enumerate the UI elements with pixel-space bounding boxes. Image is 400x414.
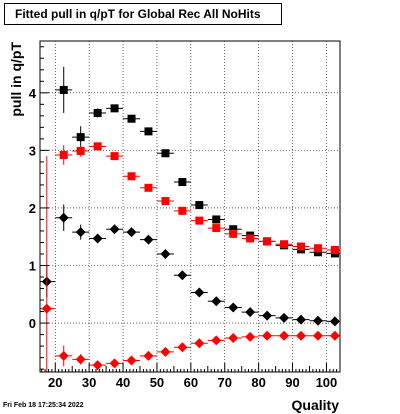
data-point [92, 360, 103, 371]
data-point [177, 342, 188, 353]
data-point [296, 330, 307, 341]
data-point [228, 333, 239, 344]
data-point [109, 358, 120, 369]
data-point [211, 335, 222, 346]
data-point [245, 331, 256, 342]
y-tick-label: 1 [29, 259, 36, 274]
data-point [160, 346, 171, 357]
data-point [126, 227, 137, 238]
data-point [312, 315, 323, 326]
data-point [262, 330, 273, 341]
series-1 [55, 142, 340, 254]
data-point [76, 146, 85, 155]
y-tick-label: 2 [29, 201, 36, 216]
data-point [126, 355, 137, 366]
x-tick-label: 70 [218, 375, 232, 390]
data-point [228, 302, 239, 313]
data-point [110, 152, 119, 161]
x-tick-label: 60 [184, 375, 198, 390]
data-point [229, 229, 238, 238]
data-point [161, 197, 170, 206]
x-tick-label: 50 [150, 375, 164, 390]
data-point [212, 224, 221, 233]
data-point [93, 108, 102, 117]
data-point [143, 234, 154, 245]
data-point [246, 234, 255, 243]
data-point [127, 172, 136, 181]
data-point [160, 248, 171, 259]
y-axis-title: pull in q/pT [8, 42, 24, 117]
data-point [110, 104, 119, 113]
data-point [75, 354, 86, 365]
data-point [59, 150, 68, 159]
x-tick-label: 40 [116, 375, 130, 390]
data-point [58, 350, 69, 361]
data-point [195, 201, 204, 210]
data-point [329, 316, 340, 327]
data-point [280, 240, 289, 249]
series-0 [55, 66, 340, 258]
x-tick-label: 90 [285, 375, 299, 390]
data-point [143, 350, 154, 361]
chart-title: Fitted pull in q/pT for Global Rec All N… [4, 3, 282, 25]
data-point [178, 206, 187, 215]
data-point [212, 215, 221, 224]
data-point [263, 237, 272, 246]
data-point [75, 227, 86, 238]
data-point [59, 85, 68, 94]
x-tick-label: 80 [251, 375, 265, 390]
plot-frame [39, 40, 341, 373]
x-tick-label: 100 [316, 375, 338, 390]
data-point [92, 233, 103, 244]
data-point [76, 133, 85, 142]
axes: 20 30 40 50 60 70 80 90 100 0 1 2 3 4 [29, 46, 341, 390]
data-point [211, 296, 222, 307]
y-tick-label: 3 [29, 143, 36, 158]
data-point [194, 287, 205, 298]
x-tick-label: 30 [82, 375, 96, 390]
y-tick-label: 4 [29, 86, 37, 101]
data-point [194, 338, 205, 349]
data-point [144, 127, 153, 136]
data-point [296, 314, 307, 325]
x-axis-title: Quality [292, 397, 340, 413]
data-point [195, 216, 204, 225]
grid-lines [40, 41, 340, 372]
data-point [144, 183, 153, 192]
data-point [161, 149, 170, 158]
data-point [262, 310, 273, 321]
data-point [109, 224, 120, 235]
data-point [178, 178, 187, 187]
data-series [40, 66, 340, 372]
x-tick-label: 20 [48, 375, 62, 390]
timestamp: Fri Feb 18 17:25:34 2022 [3, 402, 84, 409]
data-point [58, 212, 69, 223]
series-3 [40, 156, 340, 372]
data-point [313, 248, 322, 257]
data-point [279, 330, 290, 341]
data-point [279, 312, 290, 323]
data-point [177, 270, 188, 281]
data-point [312, 330, 323, 341]
data-point [93, 142, 102, 151]
series-2 [40, 204, 340, 327]
data-point [313, 244, 322, 253]
data-point [127, 114, 136, 123]
data-point [330, 245, 339, 254]
y-tick-label: 0 [29, 316, 36, 331]
data-point [229, 225, 238, 234]
data-point [41, 303, 52, 314]
data-point [245, 307, 256, 318]
data-point [329, 330, 340, 341]
data-point [297, 242, 306, 251]
